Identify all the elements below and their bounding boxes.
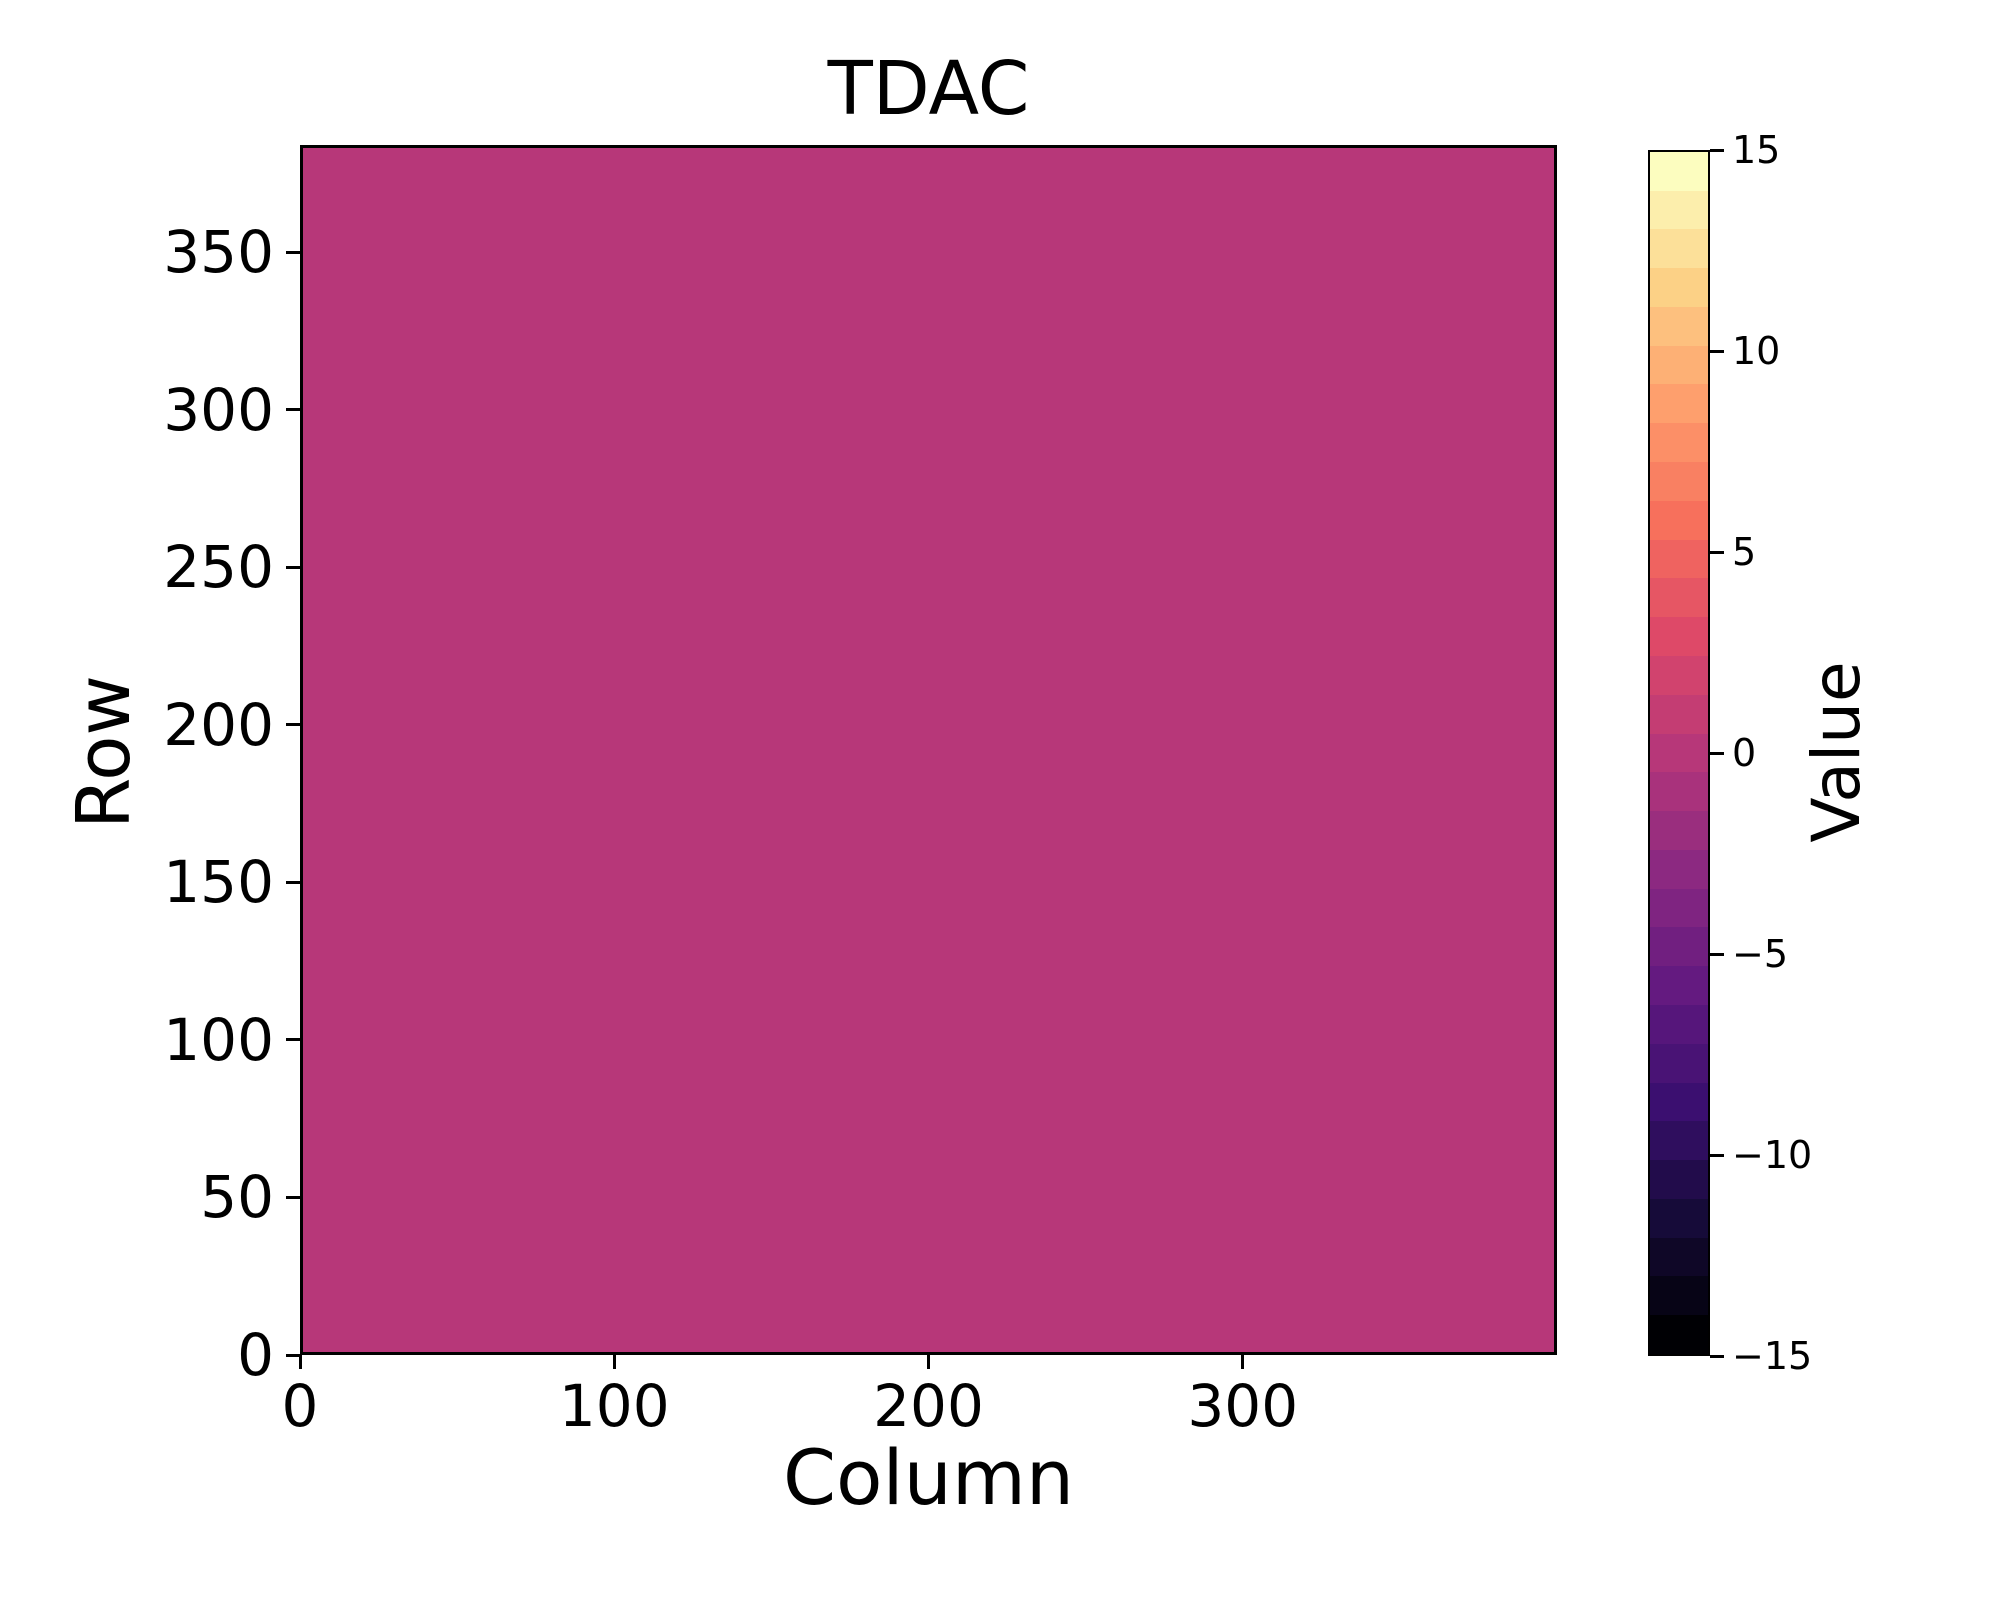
colorbar-segment	[1650, 888, 1708, 928]
x-tick-mark	[1241, 1355, 1245, 1369]
colorbar-tick-label: −5	[1732, 932, 1789, 976]
x-axis-label: Column	[782, 1433, 1075, 1522]
colorbar-segment	[1650, 617, 1708, 656]
colorbar-label: Value	[1798, 661, 1875, 843]
colorbar-segment	[1650, 423, 1708, 463]
x-tick-mark	[927, 1355, 930, 1369]
colorbar-segment	[1650, 1082, 1708, 1122]
y-tick-mark	[286, 1195, 300, 1199]
x-tick-mark	[298, 1355, 302, 1369]
y-tick-label: 100	[163, 1005, 274, 1074]
colorbar-segment	[1650, 1004, 1708, 1044]
y-tick-label: 200	[163, 690, 274, 759]
colorbar-tick-mark	[1710, 952, 1724, 956]
colorbar-tick-mark	[1710, 550, 1724, 554]
colorbar-tick-mark	[1710, 1153, 1724, 1157]
colorbar-tick-label: −10	[1732, 1133, 1813, 1177]
colorbar-segment	[1650, 1237, 1708, 1277]
y-tick-mark	[286, 723, 300, 727]
colorbar-segment	[1650, 462, 1708, 501]
colorbar-segment	[1650, 811, 1708, 850]
y-tick-label: 350	[163, 218, 274, 287]
y-tick-mark	[286, 1353, 300, 1357]
chart-title: TDAC	[827, 46, 1030, 132]
colorbar-tick-label: 0	[1732, 731, 1757, 775]
colorbar	[1648, 150, 1710, 1356]
y-tick-mark	[286, 250, 300, 254]
colorbar-tick-label: 15	[1732, 128, 1781, 172]
colorbar-segment	[1650, 345, 1708, 385]
colorbar-tick-label: −15	[1732, 1334, 1813, 1378]
colorbar-segment	[1650, 151, 1708, 191]
colorbar-tick-label: 5	[1732, 530, 1757, 574]
y-tick-label: 0	[237, 1321, 274, 1389]
colorbar-segment	[1650, 927, 1708, 967]
colorbar-segment	[1650, 733, 1708, 773]
y-tick-mark	[286, 1038, 300, 1042]
colorbar-segment	[1650, 268, 1708, 307]
colorbar-tick-mark	[1710, 751, 1724, 755]
colorbar-segment	[1650, 1121, 1708, 1161]
x-tick-label: 300	[1187, 1372, 1299, 1440]
colorbar-segment	[1650, 849, 1708, 889]
colorbar-tick-mark	[1710, 148, 1724, 152]
y-tick-label: 50	[200, 1163, 274, 1232]
x-tick-label: 200	[873, 1372, 984, 1440]
colorbar-segment	[1650, 1160, 1708, 1199]
colorbar-tick-mark	[1710, 349, 1724, 353]
y-tick-label: 150	[163, 848, 274, 917]
colorbar-segment	[1650, 1043, 1708, 1083]
y-tick-mark	[286, 565, 300, 569]
colorbar-tick-mark	[1710, 1354, 1724, 1358]
colorbar-segment	[1650, 694, 1708, 734]
colorbar-segment	[1650, 306, 1708, 346]
heatmap-plot-area	[300, 145, 1557, 1355]
colorbar-segment	[1650, 1315, 1708, 1354]
colorbar-segment	[1650, 190, 1708, 230]
x-tick-label: 100	[558, 1372, 670, 1440]
y-tick-label: 300	[163, 375, 274, 444]
colorbar-segment	[1650, 772, 1708, 812]
colorbar-segment	[1650, 578, 1708, 618]
y-tick-label: 250	[163, 533, 274, 602]
colorbar-segment	[1650, 1198, 1708, 1238]
colorbar-segment	[1650, 384, 1708, 424]
colorbar-segment	[1650, 1276, 1708, 1316]
colorbar-segment	[1650, 966, 1708, 1005]
x-tick-label: 0	[281, 1372, 319, 1440]
colorbar-tick-label: 10	[1732, 329, 1781, 373]
y-tick-mark	[286, 880, 300, 884]
colorbar-segment	[1650, 229, 1708, 269]
colorbar-segment	[1650, 500, 1708, 540]
colorbar-segment	[1650, 655, 1708, 695]
colorbar-segment	[1650, 539, 1708, 579]
y-axis-label: Row	[61, 675, 147, 829]
y-tick-mark	[286, 408, 300, 412]
x-tick-mark	[612, 1355, 616, 1369]
